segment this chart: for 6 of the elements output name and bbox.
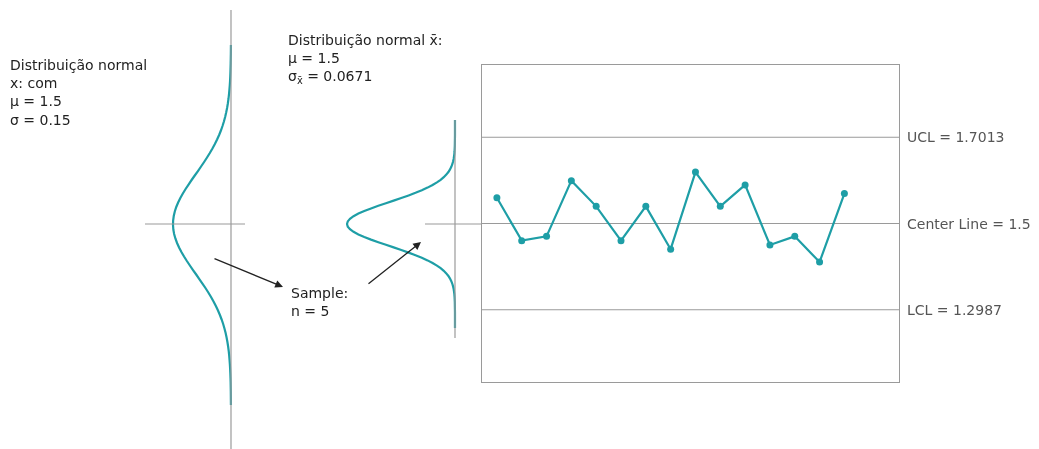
text: Sample: n = 5	[291, 285, 349, 320]
ref-line-label: UCL = 1.7013	[907, 129, 1005, 145]
ref-line-label: LCL = 1.2987	[907, 302, 1002, 318]
text: Distribuição normal x̄: μ = 1.5 σ$_{x̄}$ = 0.0671	[288, 32, 443, 87]
ref-line-label: Center Line = 1.5	[907, 216, 1031, 232]
text: Distribuição normal x: com μ = 1.5 σ = 0.15	[10, 57, 148, 128]
